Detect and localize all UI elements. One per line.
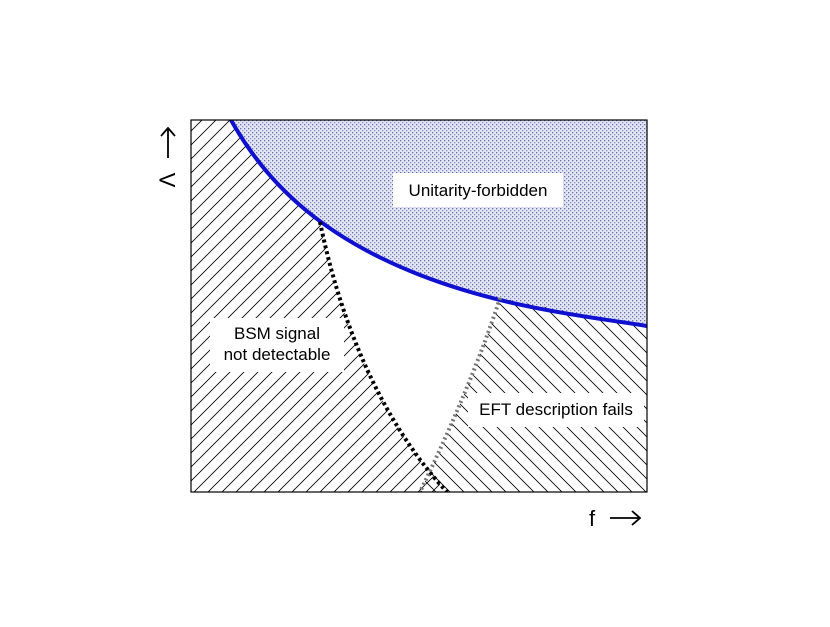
bsm-region [191, 120, 447, 492]
x-arrow [610, 510, 642, 526]
y-axis-label: Λ [155, 172, 180, 187]
bsm-label: BSM signal [234, 324, 320, 343]
bsm-label: not detectable [224, 345, 331, 364]
label-bg [210, 318, 344, 372]
label-bg [468, 393, 644, 427]
y-arrow [160, 126, 176, 158]
label-bg [393, 173, 563, 207]
x-axis-label: f [589, 506, 596, 531]
eft-label: EFT description fails [479, 400, 633, 419]
unitarity-bound [229, 120, 647, 328]
frame [190, 119, 648, 493]
bsm-bound [318, 221, 449, 492]
unitarity-region [231, 120, 647, 326]
unitarity-label: Unitarity-forbidden [409, 181, 548, 200]
